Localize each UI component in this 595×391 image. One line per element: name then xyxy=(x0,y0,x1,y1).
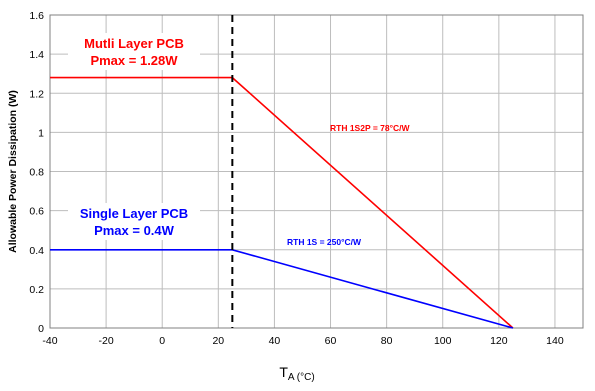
y-tick-label: 1.4 xyxy=(29,49,44,61)
x-tick-label: 20 xyxy=(212,335,224,347)
x-tick-label: -40 xyxy=(42,335,57,347)
x-tick-label: 60 xyxy=(325,335,337,347)
y-tick-label: 1.6 xyxy=(29,10,44,22)
y-tick-label: 0.8 xyxy=(29,167,44,179)
y-tick-label: 0.2 xyxy=(29,284,44,296)
rth-prefix: RTH 1S xyxy=(287,237,318,247)
y-tick-label: 0.6 xyxy=(29,206,44,218)
x-axis-label-main: T xyxy=(279,364,288,380)
plot-frame xyxy=(49,14,584,329)
y-axis-label: Allowable Power Dissipation (W) xyxy=(7,90,19,253)
x-tick-label: -20 xyxy=(99,335,114,347)
annotation-line: Mutli Layer PCB xyxy=(84,36,184,51)
x-tick-label: 80 xyxy=(381,335,393,347)
y-tick-label: 1 xyxy=(38,127,44,139)
rth-prefix: RTH 1S2P xyxy=(330,123,371,133)
x-tick-label: 120 xyxy=(490,335,508,347)
annotation-line: Pmax = 1.28W xyxy=(90,53,178,68)
rth-suffix: = 78°C/W xyxy=(370,123,410,133)
annotation-box xyxy=(68,203,200,240)
annotation-line: Pmax = 0.4W xyxy=(94,223,175,238)
x-tick-label: 100 xyxy=(434,335,452,347)
annotation-box xyxy=(68,33,200,70)
thermal-resistance-label: RTH 1S = 250°C/W xyxy=(287,237,362,247)
x-axis-label: TA (°C) xyxy=(279,364,314,383)
y-tick-label: 1.2 xyxy=(29,88,44,100)
rth-suffix: = 250°C/W xyxy=(317,237,362,247)
y-tick-label: 0 xyxy=(38,323,44,335)
x-tick-label: 140 xyxy=(546,335,564,347)
thermal-resistance-label: RTH 1S2P = 78°C/W xyxy=(330,123,411,133)
x-tick-label: 40 xyxy=(269,335,281,347)
series-line-0 xyxy=(50,76,514,329)
x-axis-label-sub: A (°C) xyxy=(288,372,315,383)
x-tick-label: 0 xyxy=(159,335,165,347)
y-tick-label: 0.4 xyxy=(29,245,44,257)
annotation-line: Single Layer PCB xyxy=(80,206,188,221)
